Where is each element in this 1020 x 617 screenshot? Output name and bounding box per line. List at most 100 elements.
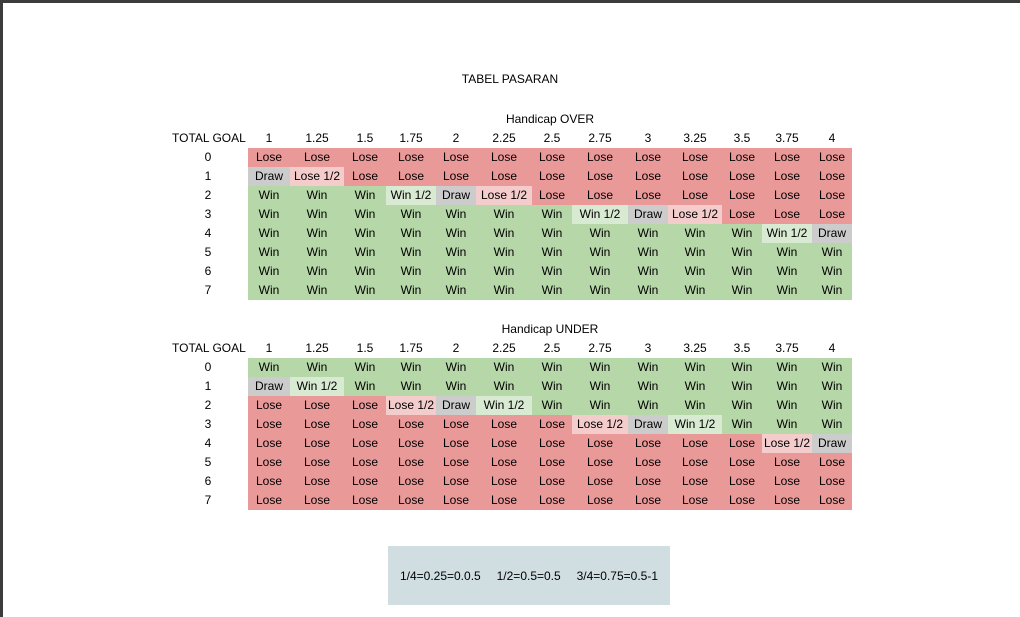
result-cell: Win — [572, 358, 628, 377]
result-cell: Lose — [628, 472, 668, 491]
result-cell: Win — [290, 243, 344, 262]
handicap-column-header: 4 — [828, 341, 836, 355]
result-cell: Lose — [628, 167, 668, 186]
result-cell: Win — [812, 377, 852, 396]
result-cell: Win — [628, 224, 668, 243]
result-cell: Win — [812, 281, 852, 300]
result-cell: Win — [476, 377, 532, 396]
result-cell: Lose — [290, 415, 344, 434]
result-cell: Lose — [668, 434, 722, 453]
result-cell: Lose — [386, 167, 436, 186]
result-cell: Lose — [722, 434, 762, 453]
result-cell: Win — [628, 281, 668, 300]
result-cell: Win — [290, 281, 344, 300]
handicap-column-header: 1.75 — [399, 131, 423, 145]
result-cell: Lose — [532, 472, 572, 491]
result-cell: Win — [248, 358, 290, 377]
handicap-column-header: 2 — [452, 131, 460, 145]
result-cell: Lose — [476, 415, 532, 434]
result-cell: Draw — [628, 205, 668, 224]
result-cell: Lose — [344, 148, 386, 167]
result-cell: Win — [248, 243, 290, 262]
result-cell: Lose — [248, 472, 290, 491]
result-cell: Lose — [248, 415, 290, 434]
result-cell: Win — [386, 243, 436, 262]
result-cell: Lose — [668, 453, 722, 472]
result-cell: Lose — [668, 186, 722, 205]
result-cell: Lose — [386, 415, 436, 434]
result-cell: Win — [476, 224, 532, 243]
result-cell: Win — [344, 262, 386, 281]
table-row: 2 Win Win Win Win 1/2 Draw Lose 1/2 Lose Lose Los… — [168, 186, 852, 205]
result-cell: Lose — [476, 453, 532, 472]
result-cell: Lose — [812, 167, 852, 186]
total-goal-label: 1 — [204, 379, 212, 393]
result-cell: Lose — [248, 396, 290, 415]
result-cell: Win — [476, 358, 532, 377]
result-cell: Win — [628, 262, 668, 281]
result-cell: Lose — [722, 491, 762, 510]
result-cell: Lose 1/2 — [476, 186, 532, 205]
result-cell: Lose — [290, 453, 344, 472]
result-cell: Win — [344, 281, 386, 300]
result-cell: Win — [476, 262, 532, 281]
result-cell: Win 1/2 — [476, 396, 532, 415]
result-cell: Win — [248, 186, 290, 205]
table-row: 5 Win Win Win Win Win Win Win Win Win Win Win Win Win — [168, 243, 852, 262]
result-cell: Win — [248, 262, 290, 281]
result-cell: Lose — [572, 167, 628, 186]
handicap-over-table: TOTAL GOAL 1 1.25 1.5 1.75 2 2.25 2.5 2.75 3 3.25 3… — [168, 129, 852, 300]
result-cell: Lose — [344, 491, 386, 510]
total-goal-label: 2 — [204, 398, 212, 412]
handicap-column-header: 2.75 — [588, 341, 612, 355]
result-cell: Draw — [436, 186, 476, 205]
handicap-column-header: 4 — [828, 131, 836, 145]
handicap-column-header: 3 — [644, 341, 652, 355]
result-cell: Lose — [290, 491, 344, 510]
handicap-column-header: 1 — [265, 131, 273, 145]
result-cell: Lose — [386, 434, 436, 453]
result-cell: Lose — [572, 472, 628, 491]
handicap-column-header: 1.25 — [305, 341, 329, 355]
result-cell: Lose — [436, 148, 476, 167]
result-cell: Win — [386, 224, 436, 243]
result-cell: Win — [532, 205, 572, 224]
total-goal-label: 1 — [204, 169, 212, 183]
result-cell: Win — [812, 415, 852, 434]
total-goal-label: 7 — [204, 493, 212, 507]
result-cell: Win — [572, 224, 628, 243]
result-cell: Draw — [812, 434, 852, 453]
result-cell: Lose — [628, 491, 668, 510]
result-cell: Lose — [668, 491, 722, 510]
result-cell: Lose — [248, 491, 290, 510]
result-cell: Lose — [628, 453, 668, 472]
result-cell: Win — [812, 358, 852, 377]
total-goal-label: 4 — [204, 226, 212, 240]
handicap-column-header: 2.5 — [543, 131, 561, 145]
window-top-border — [0, 0, 1020, 3]
handicap-under-table: TOTAL GOAL 1 1.25 1.5 1.75 2 2.25 2.5 2.75 3 3.25 3… — [168, 339, 852, 510]
result-cell: Lose — [436, 491, 476, 510]
result-cell: Win — [290, 262, 344, 281]
result-cell: Win — [436, 281, 476, 300]
legend-item-three-quarter: 3/4=0.75=0.5-1 — [576, 568, 659, 583]
result-cell: Win — [722, 224, 762, 243]
result-cell: Lose — [668, 148, 722, 167]
result-cell: Lose — [762, 186, 812, 205]
result-cell: Win — [532, 377, 572, 396]
total-goal-label: 5 — [204, 455, 212, 469]
result-cell: Draw — [248, 377, 290, 396]
total-goal-label: 3 — [204, 417, 212, 431]
table-row: 4 Lose Lose Lose Lose Lose Lose Lose Lose Lose Los… — [168, 434, 852, 453]
result-cell: Lose — [248, 453, 290, 472]
result-cell: Lose — [572, 186, 628, 205]
handicap-under-caption: Handicap UNDER — [501, 322, 599, 336]
result-cell: Lose — [476, 491, 532, 510]
result-cell: Win — [476, 243, 532, 262]
result-cell: Lose — [386, 472, 436, 491]
total-goal-label: 7 — [204, 283, 212, 297]
total-goal-label: 5 — [204, 245, 212, 259]
result-cell: Win — [344, 186, 386, 205]
result-cell: Lose — [436, 472, 476, 491]
result-cell: Draw — [628, 415, 668, 434]
